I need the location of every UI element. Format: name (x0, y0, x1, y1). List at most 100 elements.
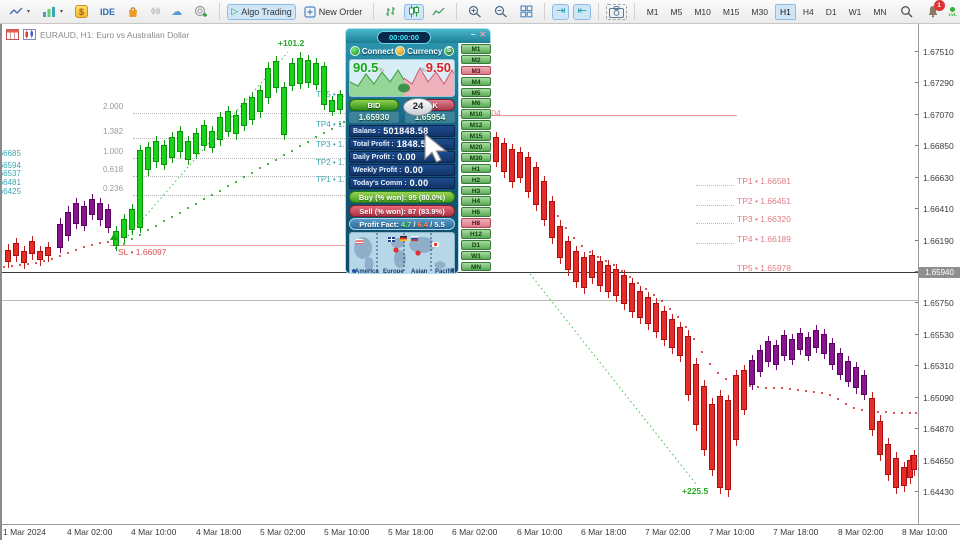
indicators-button[interactable]: ▾ (38, 4, 67, 20)
toolbar-timeframe-m30[interactable]: M30 (751, 6, 768, 17)
tp-level-stub[interactable] (696, 243, 734, 245)
screenshot-button[interactable] (605, 3, 627, 20)
timeframe-row: M1 M5 M10 M15 M30 H1 H4 D1 W1 MN (642, 3, 892, 20)
fib-level-line[interactable] (133, 195, 345, 197)
bell-alert-icon[interactable] (395, 46, 406, 56)
search-button[interactable] (896, 4, 917, 20)
candle-body (853, 367, 859, 388)
ea-timeframe-h1[interactable]: H1 (461, 163, 491, 174)
line-chart-mode-button[interactable] (428, 4, 449, 20)
notification-badge: 1 (933, 0, 945, 11)
zoom-out-button[interactable] (490, 4, 512, 20)
candle-body (533, 167, 539, 205)
ea-timeframe-m30[interactable]: M30 (461, 152, 491, 163)
ea-timeframe-h6[interactable]: H6 (461, 207, 491, 217)
ea-timeframe-m12[interactable]: M12 (461, 120, 491, 130)
algo-trading-button[interactable]: ▷ Algo Trading (227, 3, 296, 20)
toolbar-timeframe-h4[interactable]: H4 (802, 6, 814, 17)
ea-timeframe-d1[interactable]: D1 (461, 240, 491, 250)
candle-body (669, 319, 675, 348)
close-button[interactable]: ✕ (479, 30, 486, 39)
shift-end-button[interactable]: ⇥ (552, 3, 570, 20)
level-indicator[interactable]: LVL (949, 6, 957, 17)
candle-body (725, 400, 731, 490)
ea-panel[interactable]: 00:00:00 – ✕ Connect Currency $ (345, 28, 491, 274)
toolbar-timeframe-mn[interactable]: MN (873, 6, 887, 17)
tp-level-stub[interactable] (696, 185, 734, 187)
left-price-label: 1.66537 (0, 169, 21, 178)
tp-level-stub[interactable] (696, 223, 734, 225)
tp-level-stub[interactable] (696, 205, 734, 207)
currency-button[interactable]: Currency (407, 46, 443, 56)
zoom-in-button[interactable] (464, 4, 486, 20)
ea-timeframe-m15[interactable]: M15 (461, 131, 491, 141)
signals-button[interactable]: ((o)) (147, 4, 163, 20)
candle-body (605, 265, 611, 292)
horizontal-line[interactable] (110, 245, 345, 246)
trail-dot (653, 294, 656, 297)
spreadsheet-icon[interactable] (6, 29, 19, 40)
community-button[interactable] (190, 4, 212, 20)
bar-chart-mode-button[interactable] (381, 4, 400, 20)
candle-body (805, 337, 811, 356)
toolbar-timeframe-d1[interactable]: D1 (825, 6, 837, 17)
trail-dot (83, 246, 86, 249)
ea-timeframe-m1[interactable]: M1 (461, 44, 491, 54)
horizontal-line[interactable] (458, 115, 737, 116)
ea-timeframe-w1[interactable]: W1 (461, 250, 491, 261)
toolbar-timeframe-h1[interactable]: H1 (774, 3, 796, 20)
dollar-status-icon: $ (444, 46, 454, 56)
toolbar-timeframe-w1[interactable]: W1 (848, 6, 862, 17)
ea-timeframe-h3[interactable]: H3 (461, 185, 491, 196)
ea-timeframe-m3[interactable]: M3 (461, 65, 491, 76)
ea-timeframe-mn[interactable]: MN (461, 261, 491, 272)
tile-windows-button[interactable] (516, 4, 537, 20)
ea-panel-header[interactable]: 00:00:00 – ✕ (345, 28, 491, 44)
ea-timeframe-h8[interactable]: H8 (461, 218, 491, 228)
notifications-button[interactable]: 1 (927, 0, 945, 18)
ea-timeframe-h4[interactable]: H4 (461, 196, 491, 206)
trail-dot (717, 372, 720, 375)
fib-level-line[interactable] (133, 138, 345, 140)
ea-timeframe-m4[interactable]: M4 (461, 76, 491, 87)
market-button[interactable] (123, 4, 143, 20)
candle-body (281, 87, 287, 135)
deposit-button[interactable]: $ (71, 4, 92, 20)
ea-timeframe-m2[interactable]: M2 (461, 54, 491, 65)
minimize-button[interactable]: – (470, 30, 476, 39)
horizontal-line[interactable] (0, 272, 918, 273)
price-axis-tick (915, 145, 919, 146)
fib-level-line[interactable] (133, 113, 345, 115)
ea-timeframe-m20[interactable]: M20 (461, 142, 491, 152)
cloud-button[interactable]: ☁ (167, 4, 186, 20)
ea-timeframe-m6[interactable]: M6 (461, 98, 491, 108)
shift-back-button[interactable]: ⇤ (573, 3, 591, 20)
spread-value: 24 (403, 98, 433, 116)
toolbar-timeframe-m15[interactable]: M15 (722, 6, 740, 17)
connect-status-icon (350, 46, 360, 56)
candle-body (137, 150, 143, 228)
ea-timeframe-h2[interactable]: H2 (461, 174, 491, 185)
candlestick-mode-button[interactable] (404, 3, 425, 20)
candle-body (209, 131, 215, 148)
connect-button[interactable]: Connect (361, 46, 394, 56)
fib-level-line[interactable] (133, 176, 345, 178)
ea-timeframe-m5[interactable]: M5 (461, 87, 491, 98)
toolbar-timeframe-m10[interactable]: M10 (694, 6, 711, 17)
candle-body (217, 117, 223, 140)
trail-dot (43, 260, 46, 263)
chart-window-button[interactable]: ▾ (5, 4, 34, 20)
new-order-button[interactable]: New Order (300, 4, 367, 20)
candle-body (525, 157, 531, 192)
ea-timeframe-h12[interactable]: H12 (461, 229, 491, 239)
mini-chart-icon[interactable] (23, 29, 36, 40)
toolbar-timeframe-m5[interactable]: M5 (670, 6, 683, 17)
candle-body (629, 283, 635, 312)
toolbar-timeframe-m1[interactable]: M1 (646, 6, 659, 17)
trail-dot (91, 244, 94, 247)
bid-button[interactable]: BID (349, 99, 399, 111)
ide-button[interactable]: IDE (96, 4, 119, 20)
horizontal-line[interactable] (0, 300, 918, 301)
candle-body (201, 125, 207, 146)
ea-timeframe-m10[interactable]: M10 (461, 109, 491, 119)
